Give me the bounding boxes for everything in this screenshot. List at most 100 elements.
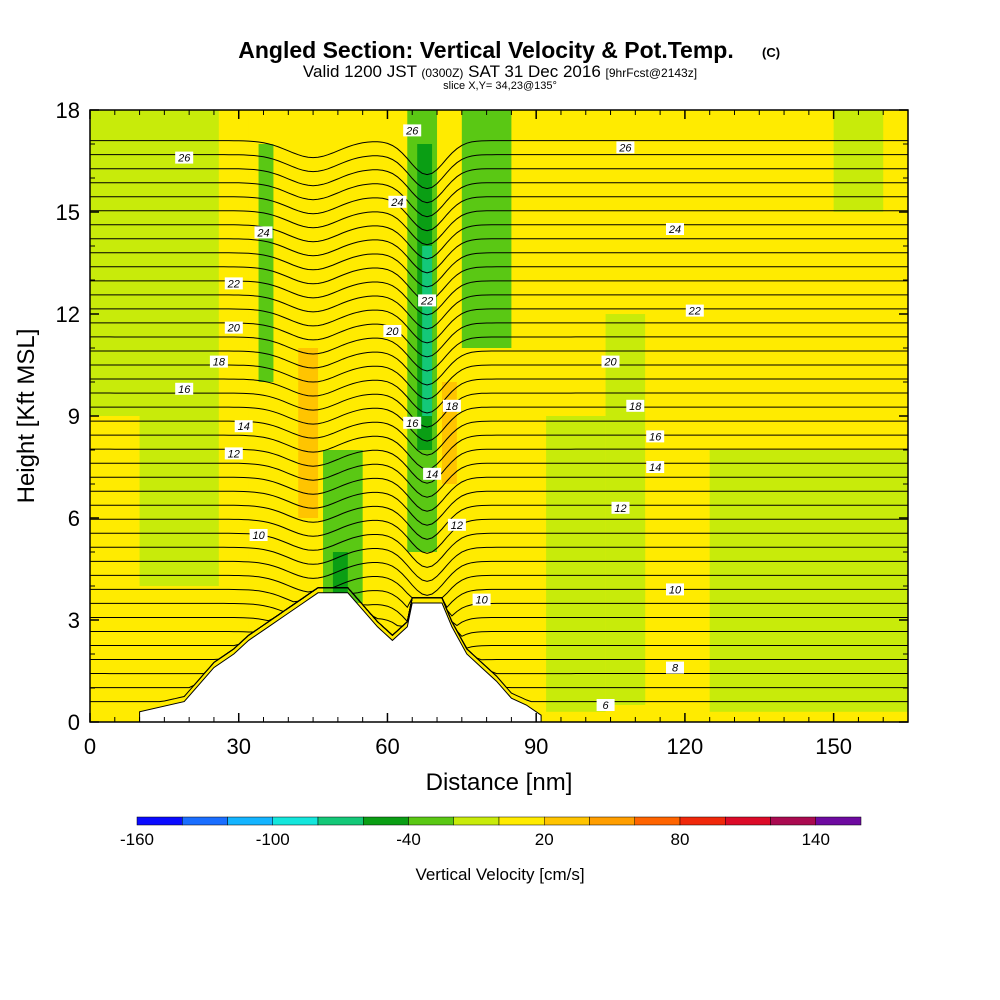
isentrope-label: 22 [224, 277, 243, 290]
isentrope-label: 24 [388, 195, 407, 209]
isentrope-label-bg [666, 583, 684, 596]
isentrope-label-bg [403, 124, 422, 137]
isentrope-label-bg [234, 420, 253, 433]
x-tick-label: 30 [226, 734, 250, 759]
isentrope-label-bg [626, 399, 645, 412]
isentrope-label: 20 [383, 325, 402, 338]
y-tick-label: 0 [68, 710, 80, 735]
isentrope-label: 16 [175, 382, 194, 396]
isentrope-label: 12 [447, 518, 466, 532]
isentrope-line [90, 587, 908, 637]
y-axis-label: Height [Kft MSL] [13, 329, 40, 504]
isentrope-label-bg [666, 223, 684, 235]
isentrope-line [90, 546, 908, 582]
colorbar-swatch [453, 816, 500, 826]
isentrope-line [90, 504, 908, 540]
isentrope-label: 10 [249, 529, 268, 542]
velocity-cell [833, 110, 884, 212]
colorbar-tick-label: -40 [396, 830, 421, 849]
x-tick-label: 120 [667, 734, 704, 759]
isentrope-line [90, 587, 908, 649]
isentrope-label: 24 [254, 226, 273, 239]
isentrope-label-text: 6 [603, 700, 610, 712]
axes-group: 0 30 60 90 120 150 0 3 6 9 12 15 18 [56, 98, 909, 759]
colorbar-swatch [408, 816, 454, 826]
valid-utc: (0300Z) [421, 66, 463, 80]
isentrope-label-text: 14 [238, 421, 250, 433]
isentrope-line [90, 294, 908, 330]
isentrope-label: 22 [418, 294, 437, 307]
isentrope-label-bg [209, 355, 228, 368]
isentrope-label: 16 [646, 430, 665, 443]
colorbar-tick-label: 80 [671, 830, 690, 849]
velocity-cell [139, 110, 219, 586]
isentrope-label: 12 [224, 447, 243, 460]
isentrope-label-bg [224, 321, 243, 334]
isentrope-label-text: 20 [603, 357, 617, 369]
isentrope-label-text: 26 [405, 125, 419, 137]
isentrope-label: 6 [596, 699, 615, 712]
velocity-cell [90, 110, 150, 416]
isentrope-line [90, 350, 908, 386]
isentrope-label: 26 [616, 141, 635, 154]
x-tick-label: 0 [84, 734, 96, 759]
isentrope-label-bg [616, 141, 635, 154]
isentrope-label-text: 16 [178, 384, 191, 396]
velocity-cell [90, 416, 130, 705]
isentrope-label: 10 [666, 583, 684, 596]
isentrope-label-text: 24 [256, 227, 269, 239]
isentrope-label: 14 [646, 461, 665, 474]
forecast-info: [9hrFcst@2143z] [606, 66, 698, 80]
velocity-cell [461, 110, 512, 348]
isentrope-label-bg [601, 355, 620, 368]
isentrope-label-text: 12 [614, 503, 626, 515]
isentrope-label: 24 [666, 223, 684, 236]
isentrope-label-text: 10 [669, 584, 682, 596]
isentrope-line [90, 587, 908, 623]
colorbar-swatch [589, 816, 635, 826]
isentrope-line [90, 140, 908, 176]
valid-date: SAT 31 Dec 2016 [468, 62, 601, 81]
isentrope-label: 26 [403, 124, 422, 137]
isentrope-line [90, 210, 908, 246]
isentrope-line [90, 252, 908, 288]
isentrope-label: 12 [611, 501, 630, 515]
velocity-cell [218, 110, 249, 712]
terrain-group [139, 592, 542, 723]
isentrope-line [90, 462, 908, 498]
isentrope-label-bg [388, 195, 407, 208]
isentrope-label-text: 20 [227, 323, 241, 335]
isentrope-line [90, 224, 908, 260]
isentrope-line [90, 196, 908, 232]
isentrope-line [90, 587, 908, 661]
y-tick-label: 9 [68, 404, 80, 429]
colorbar-tick-label: 140 [802, 830, 830, 849]
isentrope-label-bg [646, 430, 665, 443]
terrain [139, 592, 542, 723]
isentrope-line [90, 434, 908, 470]
isentrope-label-text: 18 [213, 357, 226, 369]
isentrope-line [90, 490, 908, 526]
x-axis-label: Distance [nm] [426, 769, 573, 796]
isentrope-line [90, 308, 908, 344]
isentrope-label-text: 18 [629, 401, 642, 413]
chart-title: Angled Section: Vertical Velocity & Pot.… [238, 37, 733, 63]
colorbar-swatch [136, 816, 183, 826]
isentrope-label: 18 [209, 355, 228, 369]
isentrope-line [90, 587, 908, 627]
isentrope-label: 14 [234, 420, 253, 433]
isentrope-line [90, 154, 908, 190]
colorbar-swatch [679, 816, 726, 826]
isentrope-label: 20 [224, 321, 243, 335]
isentrope-label: 22 [685, 304, 704, 318]
isentrope-line [90, 406, 908, 442]
x-tick-label: 90 [524, 734, 548, 759]
velocity-cell [546, 416, 606, 712]
isentrope-line [90, 420, 908, 456]
isentrope-label-text: 24 [390, 197, 403, 209]
isentrope-label: 18 [626, 399, 645, 413]
y-tick-label: 6 [68, 506, 80, 531]
isentrope-label-text: 16 [406, 418, 419, 430]
colorbar-swatch [498, 816, 545, 826]
